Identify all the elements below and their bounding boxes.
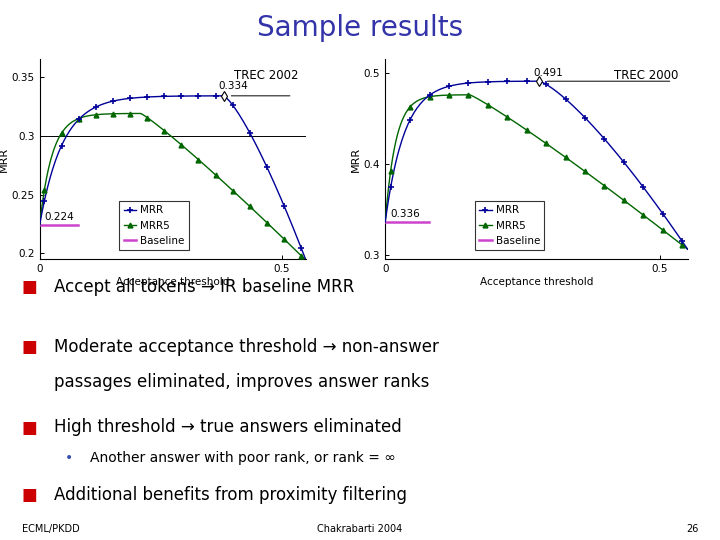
Text: ■: ■ xyxy=(22,338,37,355)
Legend: MRR, MRR5, Baseline: MRR, MRR5, Baseline xyxy=(475,201,544,250)
Text: passages eliminated, improves answer ranks: passages eliminated, improves answer ran… xyxy=(54,373,429,390)
Text: TREC 2002: TREC 2002 xyxy=(233,69,298,83)
Text: ECML/PKDD: ECML/PKDD xyxy=(22,523,79,534)
Text: Accept all tokens → IR baseline MRR: Accept all tokens → IR baseline MRR xyxy=(54,278,354,296)
Text: 0.224: 0.224 xyxy=(45,212,74,221)
Legend: MRR, MRR5, Baseline: MRR, MRR5, Baseline xyxy=(120,201,189,250)
Text: High threshold → true answers eliminated: High threshold → true answers eliminated xyxy=(54,418,402,436)
Text: ■: ■ xyxy=(22,486,37,504)
Text: 0.491: 0.491 xyxy=(534,68,564,78)
Text: Another answer with poor rank, or rank = ∞: Another answer with poor rank, or rank =… xyxy=(90,451,396,465)
Text: Moderate acceptance threshold → non-answer: Moderate acceptance threshold → non-answ… xyxy=(54,338,439,355)
Text: 0.336: 0.336 xyxy=(391,209,420,219)
Text: TREC 2000: TREC 2000 xyxy=(614,69,678,83)
Text: 0.334: 0.334 xyxy=(219,81,248,91)
Text: Chakrabarti 2004: Chakrabarti 2004 xyxy=(318,523,402,534)
Text: 26: 26 xyxy=(686,523,698,534)
Text: Sample results: Sample results xyxy=(257,14,463,42)
Text: ■: ■ xyxy=(22,278,37,296)
X-axis label: Acceptance threshold: Acceptance threshold xyxy=(116,277,230,287)
Y-axis label: MRR: MRR xyxy=(351,147,361,172)
Text: •: • xyxy=(65,451,73,465)
Y-axis label: MRR: MRR xyxy=(0,147,9,172)
Text: Additional benefits from proximity filtering: Additional benefits from proximity filte… xyxy=(54,486,407,504)
Text: ■: ■ xyxy=(22,418,37,436)
X-axis label: Acceptance threshold: Acceptance threshold xyxy=(480,277,593,287)
